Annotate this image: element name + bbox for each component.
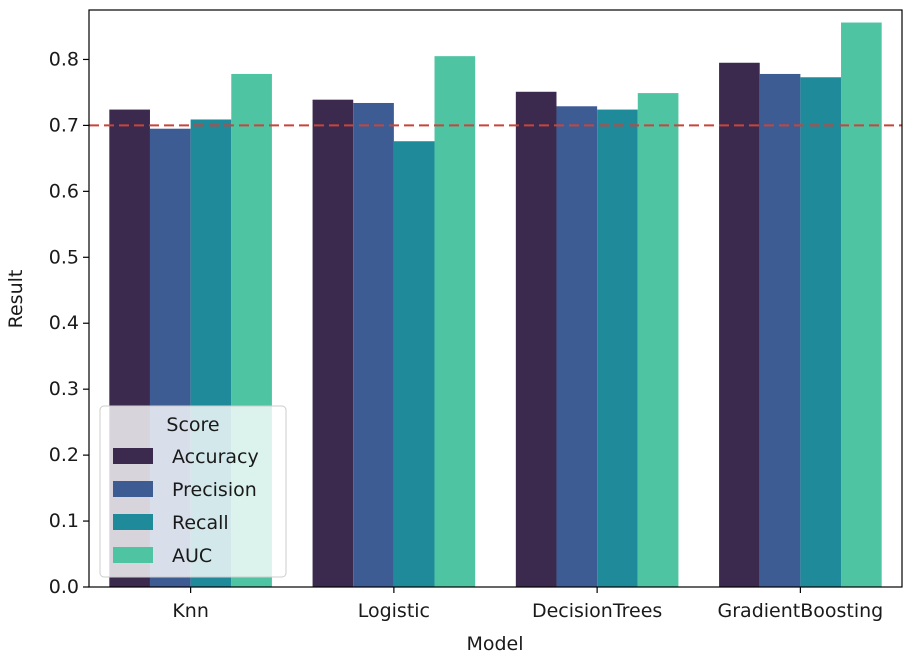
bar-precision-gradientboosting	[759, 73, 801, 587]
bar-accuracy-decisiontrees	[515, 91, 557, 588]
y-axis: 0.0 0.1 0.2 0.3 0.4 0.5 0.6 0.7 0.8	[49, 48, 89, 598]
bar-auc-decisiontrees	[637, 93, 679, 587]
y-tick-label: 0.0	[49, 576, 79, 598]
bar-precision-decisiontrees	[556, 106, 598, 587]
legend-label-accuracy: Accuracy	[172, 446, 259, 468]
y-tick-label: 0.6	[49, 180, 79, 202]
bar-precision-logistic	[353, 102, 394, 587]
x-tick-label-gradientboosting: GradientBoosting	[718, 600, 884, 622]
bar-auc-logistic	[434, 56, 476, 588]
bar-auc-gradientboosting	[841, 22, 882, 587]
legend-swatch-recall	[113, 514, 153, 530]
legend-swatch-accuracy	[113, 448, 153, 464]
bar-recall-gradientboosting	[800, 77, 842, 587]
legend-swatch-precision	[113, 481, 153, 497]
x-tick-label-logistic: Logistic	[358, 600, 430, 622]
y-tick-label: 0.4	[49, 312, 79, 334]
legend-swatch-auc	[113, 547, 153, 563]
bar-recall-decisiontrees	[597, 109, 638, 587]
x-axis: Knn Logistic DecisionTrees GradientBoosting	[172, 587, 883, 622]
legend-title: Score	[166, 414, 219, 436]
x-axis-label: Model	[466, 633, 523, 655]
legend-label-recall: Recall	[172, 512, 229, 534]
x-tick-label-knn: Knn	[172, 600, 209, 622]
bar-accuracy-logistic	[312, 99, 354, 588]
y-tick-label: 0.2	[49, 444, 79, 466]
x-tick-label-decisiontrees: DecisionTrees	[532, 600, 662, 622]
y-tick-label: 0.8	[49, 48, 79, 70]
legend-label-precision: Precision	[172, 479, 257, 501]
legend-label-auc: AUC	[172, 545, 212, 567]
bar-recall-logistic	[393, 141, 435, 588]
y-tick-label: 0.1	[49, 510, 79, 532]
y-tick-label: 0.7	[49, 114, 79, 136]
bar-accuracy-gradientboosting	[719, 62, 760, 587]
y-axis-label: Result	[5, 270, 27, 329]
y-tick-label: 0.3	[49, 378, 79, 400]
y-tick-label: 0.5	[49, 246, 79, 268]
plot-frame	[88, 9, 903, 588]
legend: Score Accuracy Precision Recall AUC	[99, 405, 287, 578]
